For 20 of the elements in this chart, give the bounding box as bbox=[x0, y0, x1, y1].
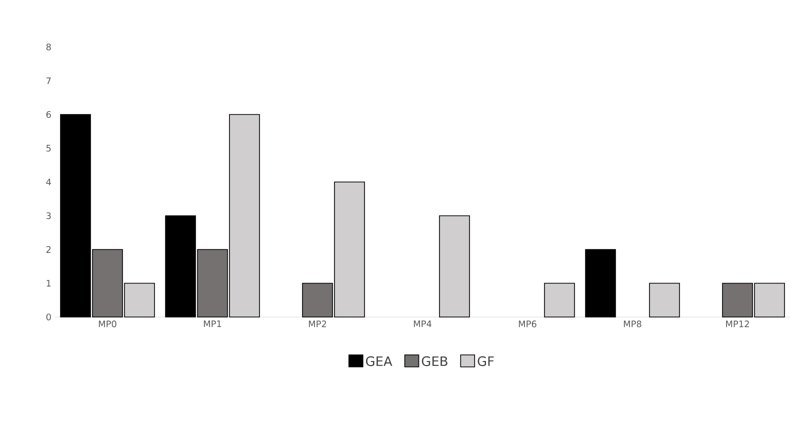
x-tick-label: MP4 bbox=[414, 320, 432, 328]
x-tick-label: MP2 bbox=[308, 320, 326, 328]
y-tick-label: 5 bbox=[46, 144, 51, 152]
legend-label: GEB bbox=[422, 356, 448, 366]
y-tick-label: 7 bbox=[46, 77, 51, 84]
y-tick-label: 6 bbox=[46, 111, 51, 118]
x-tick-label: MP1 bbox=[204, 320, 222, 328]
bar bbox=[585, 249, 616, 318]
legend-label: GEA bbox=[366, 356, 392, 366]
y-tick-label: 8 bbox=[46, 44, 51, 50]
x-tick-label: MP0 bbox=[98, 320, 116, 328]
y-tick-label: 4 bbox=[46, 178, 51, 186]
y-tick-label: 0 bbox=[46, 314, 51, 320]
x-tick-label: MP12 bbox=[726, 320, 749, 328]
legend-label: GF bbox=[478, 356, 494, 366]
x-tick-label: MP8 bbox=[624, 320, 642, 328]
x-tick-label: MP6 bbox=[518, 320, 536, 328]
y-tick-label: 2 bbox=[46, 246, 51, 253]
y-tick-label: 3 bbox=[46, 212, 51, 220]
y-tick-label: 1 bbox=[46, 280, 51, 287]
